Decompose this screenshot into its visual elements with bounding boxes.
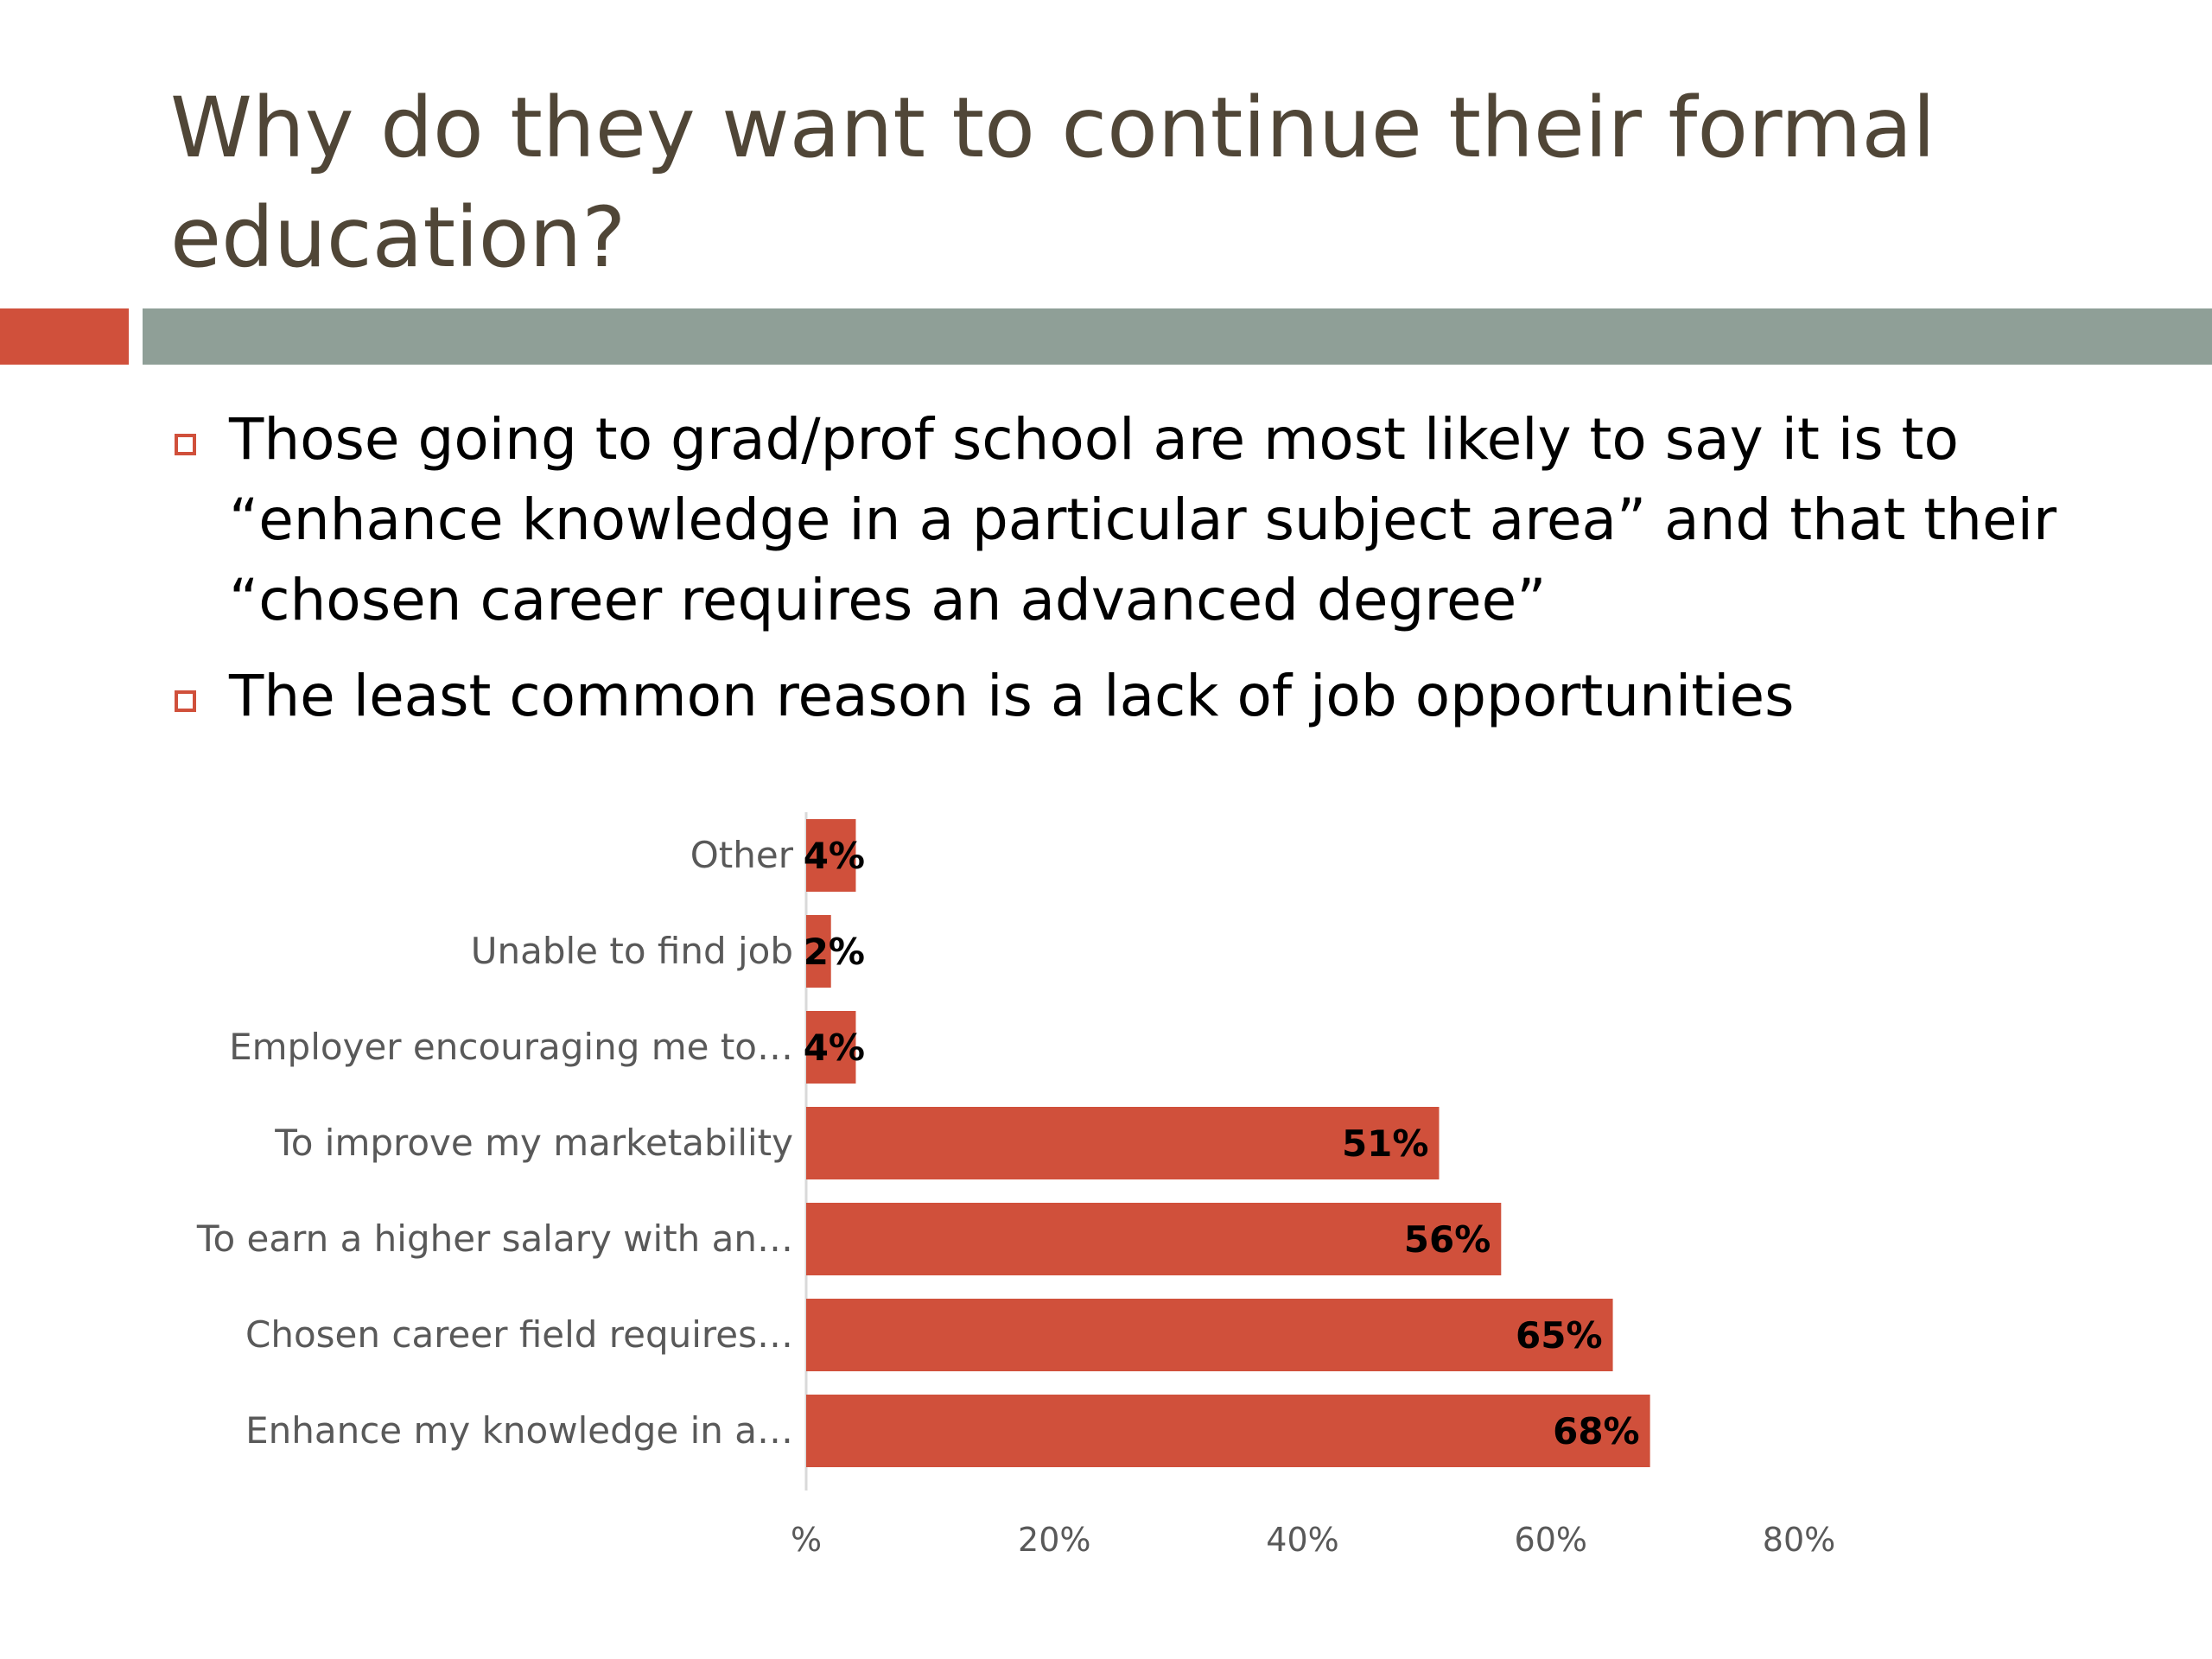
bullet-item: Those going to grad/prof school are most… bbox=[170, 399, 2114, 640]
square-bullet-icon bbox=[175, 690, 196, 712]
bullet-item: The least common reason is a lack of job… bbox=[170, 656, 2114, 736]
data-label: 68% bbox=[1553, 1410, 1640, 1452]
bar-chart-svg: Other 4%Unable to find job 2%Employer enco… bbox=[196, 812, 1835, 1559]
bullet-list: Those going to grad/prof school are most… bbox=[170, 399, 2114, 752]
bullet-text: The least common reason is a lack of job… bbox=[229, 663, 1795, 729]
data-label: 51% bbox=[1342, 1122, 1429, 1165]
category-label: Other bbox=[690, 834, 794, 876]
bar bbox=[806, 1299, 1613, 1371]
data-label: 4% bbox=[804, 835, 865, 877]
category-label: Chosen career field requires… bbox=[245, 1313, 793, 1356]
data-label: 2% bbox=[804, 931, 865, 973]
bar bbox=[806, 1011, 856, 1084]
data-label: 4% bbox=[804, 1027, 865, 1069]
category-label: To earn a higher salary with an… bbox=[196, 1217, 793, 1260]
bar bbox=[806, 1203, 1502, 1275]
x-tick-label: 60% bbox=[1515, 1521, 1587, 1559]
category-label: Unable to find job bbox=[471, 930, 793, 972]
category-label: Enhance my knowledge in a… bbox=[245, 1409, 793, 1452]
bar bbox=[806, 819, 856, 892]
x-tick-label: 20% bbox=[1018, 1521, 1090, 1559]
square-bullet-icon bbox=[175, 434, 196, 455]
x-tick-label: 80% bbox=[1763, 1521, 1835, 1559]
bar bbox=[806, 1395, 1650, 1467]
title-accent-bar bbox=[0, 308, 129, 365]
bar bbox=[806, 915, 831, 988]
title-divider-bar bbox=[143, 308, 2212, 365]
category-label: Employer encouraging me to… bbox=[229, 1026, 793, 1068]
bullet-text: Those going to grad/prof school are most… bbox=[229, 406, 2057, 633]
x-tick-label: % bbox=[791, 1521, 822, 1559]
data-label: 65% bbox=[1516, 1314, 1603, 1357]
x-tick-label: 40% bbox=[1266, 1521, 1338, 1559]
slide-title: Why do they want to continue their forma… bbox=[170, 79, 1936, 286]
bar-chart: Other 4% Unable to find job 2% Employer enco… bbox=[0, 778, 2212, 1642]
bar bbox=[806, 1107, 1440, 1179]
data-label: 56% bbox=[1404, 1218, 1491, 1261]
category-label: To improve my marketability bbox=[274, 1122, 793, 1164]
